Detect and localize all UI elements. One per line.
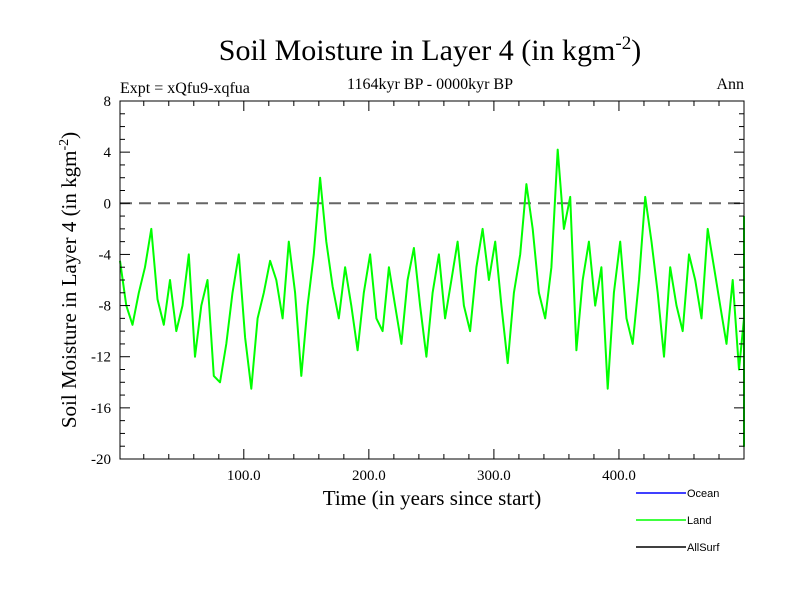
x-tick-label: 300.0: [477, 468, 511, 484]
y-axis-label-sup: -2: [57, 139, 72, 151]
y-axis-label-close: ): [57, 132, 81, 139]
chart-title-main: Soil Moisture in Layer 4 (in kgm: [219, 34, 616, 67]
series-line-land: [119, 148, 745, 448]
x-tick-label: 400.0: [602, 468, 636, 484]
chart-title-close: ): [631, 34, 641, 67]
y-tick-label: -4: [99, 247, 112, 263]
plot-frame: [119, 100, 745, 460]
legend-label-land: Land: [687, 515, 711, 527]
season-label: Ann: [716, 76, 744, 93]
x-axis-ticks: [143, 101, 720, 459]
legend: Ocean Land AllSurf: [636, 488, 720, 554]
y-tick-label: -20: [91, 452, 111, 468]
experiment-label: Expt = xQfu9-xqfua: [120, 80, 250, 97]
chart-title-sup: -2: [615, 33, 631, 54]
y-tick-label: -16: [91, 401, 111, 417]
chart-title: Soil Moisture in Layer 4 (in kgm-2): [219, 33, 641, 67]
legend-label-allsurf: AllSurf: [687, 542, 720, 554]
y-tick-labels: -20 -16 -12 -8 -4 0 4 8: [91, 94, 112, 468]
time-range-label: 1164kyr BP - 0000kyr BP: [347, 76, 513, 93]
y-axis-ticks: [120, 100, 744, 460]
y-axis-label: Soil Moisture in Layer 4 (in kgm-2): [57, 132, 81, 428]
x-tick-label: 200.0: [352, 468, 386, 484]
y-tick-label: -12: [91, 350, 111, 366]
plot-area: 100.0 200.0 300.0 400.0 -20 -16 -12 -8 -4 0 4 8: [91, 94, 745, 484]
x-tick-label: 100.0: [227, 468, 261, 484]
y-tick-label: 0: [104, 196, 112, 212]
y-tick-label: 4: [104, 145, 112, 161]
x-axis-label: Time (in years since start): [323, 486, 542, 510]
x-tick-labels: 100.0 200.0 300.0 400.0: [227, 468, 636, 484]
y-tick-label: 8: [104, 94, 112, 110]
y-axis-label-main: Soil Moisture in Layer 4 (in kgm: [57, 151, 81, 429]
y-tick-label: -8: [99, 299, 112, 315]
legend-label-ocean: Ocean: [687, 488, 719, 500]
